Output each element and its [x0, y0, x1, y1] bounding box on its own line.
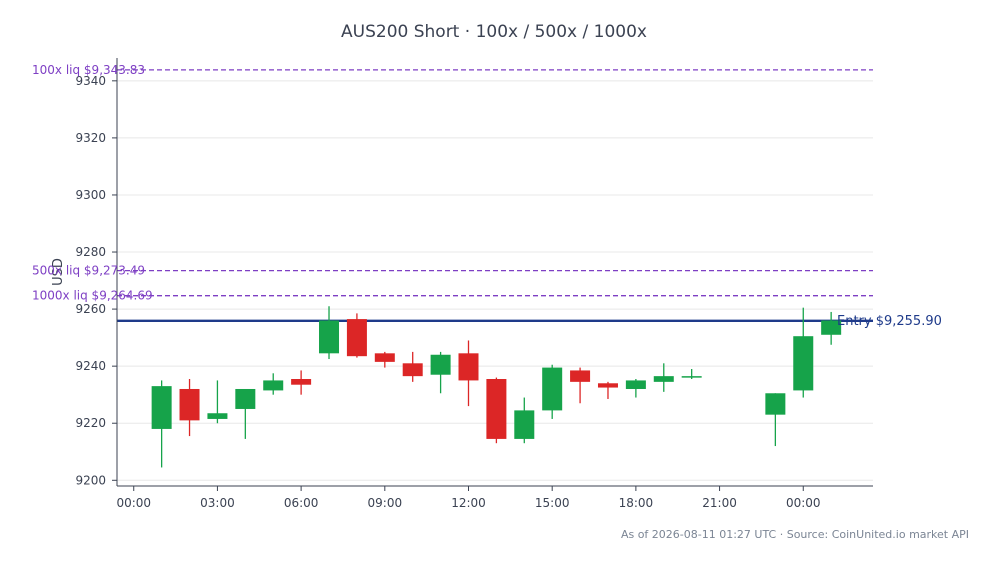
y-tick-label: 9300 [75, 188, 106, 202]
candle-body [486, 379, 507, 439]
y-tick-label: 9200 [75, 473, 106, 487]
candle-body [570, 370, 591, 382]
candle-body [821, 320, 842, 335]
candle-body [597, 383, 618, 388]
candle-body [793, 336, 814, 391]
candle-body [765, 393, 786, 415]
candle-body [151, 386, 172, 429]
x-tick-label: 21:00 [702, 496, 737, 510]
liq-1000x-label: 1000x liq $9,264.69 [32, 289, 153, 303]
x-tick-label: 15:00 [535, 496, 570, 510]
candle-body [291, 379, 312, 385]
candle-body [681, 376, 702, 378]
y-tick-label: 9320 [75, 131, 106, 145]
y-tick-label: 9240 [75, 359, 106, 373]
footer-note: As of 2026-08-11 01:27 UTC · Source: Coi… [621, 528, 969, 541]
candle-body [374, 353, 395, 362]
y-tick-label: 9340 [75, 74, 106, 88]
candles [151, 306, 842, 468]
candle-body [402, 363, 423, 377]
candle-body [319, 320, 340, 354]
reference-lines [117, 69, 873, 322]
liq-500x-label: 500x liq $9,273.49 [32, 264, 145, 278]
candle-body [458, 353, 479, 381]
candle-body [542, 367, 563, 411]
x-tick-label: 03:00 [200, 496, 235, 510]
liq-100x-label: 100x liq $9,343.83 [32, 63, 145, 77]
chart-title: AUS200 Short · 100x / 500x / 1000x [341, 22, 647, 42]
y-axis-label: USD [51, 258, 66, 286]
x-tick-label: 18:00 [619, 496, 654, 510]
x-tick-label: 06:00 [284, 496, 319, 510]
x-tick-label: 12:00 [451, 496, 486, 510]
candle-body [653, 376, 674, 382]
candle-body [207, 413, 228, 419]
axes: 9200 9220 9240 9260 9280 9300 9320 9340 00:00 03:… [75, 58, 873, 510]
reference-labels: Entry $9,255.90 100x liq $9,343.83 500x li… [32, 63, 942, 329]
candle-body [346, 319, 367, 357]
x-tick-label: 09:00 [368, 496, 403, 510]
candle-body [430, 354, 451, 375]
entry-label: Entry $9,255.90 [837, 314, 942, 329]
candle-body [235, 388, 256, 409]
y-tick-label: 9220 [75, 416, 106, 430]
candle-body [625, 380, 646, 389]
candle-body [514, 410, 535, 439]
x-tick-label: 00:00 [116, 496, 151, 510]
y-tick-label: 9280 [75, 245, 106, 259]
candle-body [263, 380, 284, 391]
candle-body [179, 388, 200, 421]
x-tick-label: 00:00 [786, 496, 821, 510]
y-tick-label: 9260 [75, 302, 106, 316]
